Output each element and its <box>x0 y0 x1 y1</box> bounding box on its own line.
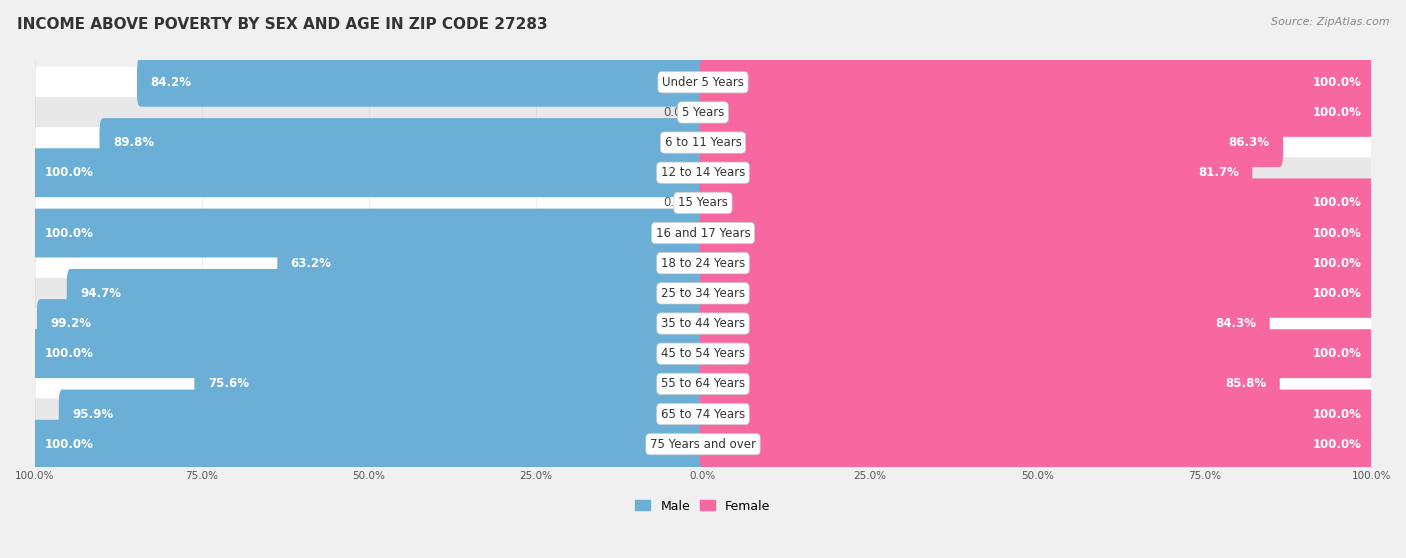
FancyBboxPatch shape <box>35 127 1371 158</box>
Text: 95.9%: 95.9% <box>72 407 114 421</box>
Text: 100.0%: 100.0% <box>1312 287 1361 300</box>
Text: 99.2%: 99.2% <box>51 317 91 330</box>
Text: 86.3%: 86.3% <box>1229 136 1270 149</box>
Text: 16 and 17 Years: 16 and 17 Years <box>655 227 751 239</box>
FancyBboxPatch shape <box>31 209 706 257</box>
FancyBboxPatch shape <box>700 269 1375 318</box>
Text: 25 to 34 Years: 25 to 34 Years <box>661 287 745 300</box>
Text: 100.0%: 100.0% <box>45 437 94 451</box>
Text: 63.2%: 63.2% <box>291 257 332 270</box>
Text: 65 to 74 Years: 65 to 74 Years <box>661 407 745 421</box>
FancyBboxPatch shape <box>700 299 1270 348</box>
FancyBboxPatch shape <box>100 118 706 167</box>
FancyBboxPatch shape <box>35 187 1371 218</box>
Text: 100.0%: 100.0% <box>1312 227 1361 239</box>
FancyBboxPatch shape <box>35 248 1371 278</box>
FancyBboxPatch shape <box>35 338 1371 369</box>
FancyBboxPatch shape <box>700 420 1375 469</box>
Text: 100.0%: 100.0% <box>1312 407 1361 421</box>
Text: 75.6%: 75.6% <box>208 377 249 391</box>
FancyBboxPatch shape <box>700 88 1375 137</box>
FancyBboxPatch shape <box>35 97 1371 128</box>
Text: 5 Years: 5 Years <box>682 106 724 119</box>
Text: Source: ZipAtlas.com: Source: ZipAtlas.com <box>1271 17 1389 27</box>
Text: 45 to 54 Years: 45 to 54 Years <box>661 347 745 360</box>
Text: 94.7%: 94.7% <box>80 287 121 300</box>
FancyBboxPatch shape <box>35 218 1371 248</box>
Text: 12 to 14 Years: 12 to 14 Years <box>661 166 745 179</box>
FancyBboxPatch shape <box>277 239 706 287</box>
Text: 35 to 44 Years: 35 to 44 Years <box>661 317 745 330</box>
FancyBboxPatch shape <box>66 269 706 318</box>
FancyBboxPatch shape <box>35 398 1371 430</box>
FancyBboxPatch shape <box>700 239 1375 287</box>
Text: 100.0%: 100.0% <box>1312 257 1361 270</box>
Text: 18 to 24 Years: 18 to 24 Years <box>661 257 745 270</box>
FancyBboxPatch shape <box>700 179 1375 227</box>
Text: 84.2%: 84.2% <box>150 76 191 89</box>
FancyBboxPatch shape <box>35 429 1371 460</box>
Text: 75 Years and over: 75 Years and over <box>650 437 756 451</box>
Text: 100.0%: 100.0% <box>1312 106 1361 119</box>
Text: INCOME ABOVE POVERTY BY SEX AND AGE IN ZIP CODE 27283: INCOME ABOVE POVERTY BY SEX AND AGE IN Z… <box>17 17 547 32</box>
Text: 0.0%: 0.0% <box>664 196 693 209</box>
FancyBboxPatch shape <box>700 209 1375 257</box>
FancyBboxPatch shape <box>59 389 706 439</box>
FancyBboxPatch shape <box>35 308 1371 339</box>
FancyBboxPatch shape <box>35 157 1371 188</box>
Text: 84.3%: 84.3% <box>1215 317 1257 330</box>
FancyBboxPatch shape <box>700 329 1375 378</box>
Text: 100.0%: 100.0% <box>1312 196 1361 209</box>
FancyBboxPatch shape <box>37 299 706 348</box>
Text: Under 5 Years: Under 5 Years <box>662 76 744 89</box>
FancyBboxPatch shape <box>31 420 706 469</box>
Text: 89.8%: 89.8% <box>112 136 155 149</box>
Text: 100.0%: 100.0% <box>45 227 94 239</box>
Text: 100.0%: 100.0% <box>45 347 94 360</box>
FancyBboxPatch shape <box>700 389 1375 439</box>
Text: 100.0%: 100.0% <box>1312 76 1361 89</box>
Legend: Male, Female: Male, Female <box>630 494 776 517</box>
FancyBboxPatch shape <box>700 58 1375 107</box>
FancyBboxPatch shape <box>35 67 1371 98</box>
Text: 15 Years: 15 Years <box>678 196 728 209</box>
Text: 85.8%: 85.8% <box>1225 377 1267 391</box>
Text: 81.7%: 81.7% <box>1198 166 1239 179</box>
Text: 6 to 11 Years: 6 to 11 Years <box>665 136 741 149</box>
FancyBboxPatch shape <box>700 148 1253 197</box>
Text: 100.0%: 100.0% <box>45 166 94 179</box>
Text: 55 to 64 Years: 55 to 64 Years <box>661 377 745 391</box>
FancyBboxPatch shape <box>700 118 1284 167</box>
FancyBboxPatch shape <box>31 329 706 378</box>
FancyBboxPatch shape <box>35 278 1371 309</box>
FancyBboxPatch shape <box>35 368 1371 399</box>
Text: 0.0%: 0.0% <box>664 106 693 119</box>
Text: 100.0%: 100.0% <box>1312 347 1361 360</box>
FancyBboxPatch shape <box>700 359 1279 408</box>
Text: 100.0%: 100.0% <box>1312 437 1361 451</box>
FancyBboxPatch shape <box>136 58 706 107</box>
FancyBboxPatch shape <box>31 148 706 197</box>
FancyBboxPatch shape <box>194 359 706 408</box>
